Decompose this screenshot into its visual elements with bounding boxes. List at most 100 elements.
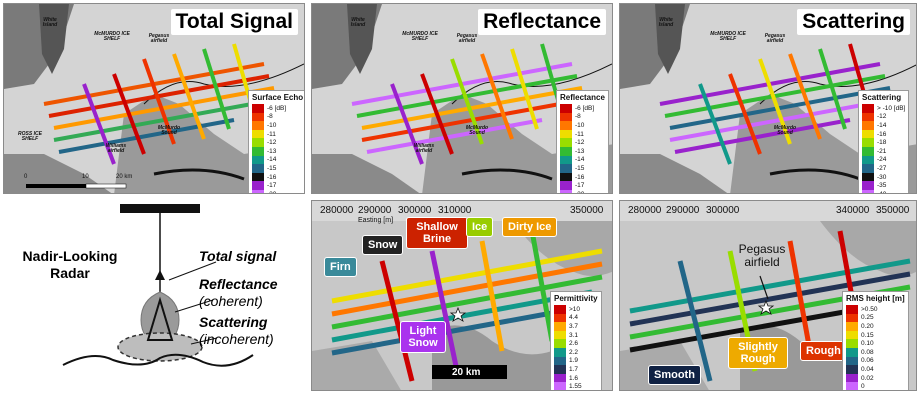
scattering-label: Scattering — [199, 314, 268, 330]
easting-label-300000: 300000 — [398, 205, 432, 216]
permittivity-panel: 280000 290000 300000 310000 350000 Easti… — [311, 200, 613, 391]
legend-label: -13 — [267, 147, 277, 155]
legend-row: -6 [dB] — [560, 104, 605, 113]
legend-row: -6 [dB] — [252, 104, 303, 113]
legend-label: -11 — [575, 130, 584, 138]
legend-swatch — [846, 339, 858, 348]
legend-label: -20 — [575, 191, 584, 193]
legend-label: -6 [dB] — [267, 104, 287, 112]
legend-row: -14 — [560, 155, 605, 165]
legend-label: -16 — [575, 173, 585, 181]
legend-swatch — [560, 189, 572, 193]
legend-swatch — [252, 146, 264, 156]
legend-swatch — [252, 138, 264, 147]
legend-row: >10 — [554, 305, 598, 314]
legend-label: -20 — [267, 191, 276, 193]
legend-row: 1.55 — [554, 382, 598, 391]
legend-label: 0.25 — [861, 314, 874, 322]
scale-label-20: 20 km — [116, 174, 133, 180]
legend-row: 1.7 — [554, 365, 598, 374]
legend-label: -16 — [267, 173, 277, 181]
nadir-title: Nadir-Looking Radar — [22, 248, 118, 281]
panel-title: Reflectance — [478, 9, 606, 35]
legend-row: 0.15 — [846, 330, 905, 340]
legend-row: -14 — [252, 155, 303, 165]
legend-label: -8 — [267, 113, 273, 121]
legend-swatch — [862, 129, 874, 139]
easting-label-350000: 350000 — [876, 205, 910, 216]
legend-label: -24 — [877, 156, 887, 164]
legend-swatch — [560, 138, 572, 147]
legend-swatch — [252, 121, 264, 130]
white-island-label: White Island — [350, 17, 366, 28]
williams-field-label: Williams airfield — [105, 143, 127, 154]
legend-swatch — [862, 155, 874, 165]
legend-label: -12 — [575, 139, 585, 147]
mcmurdo-sound-label: McMurdo Sound — [773, 125, 797, 136]
legend-label: -35 — [877, 182, 887, 190]
legend-label: >0.50 — [861, 305, 878, 313]
legend-label: -18 — [877, 139, 887, 147]
legend-label: 1.55 — [569, 383, 582, 391]
callout-smooth: Smooth — [648, 365, 701, 385]
legend-label: -27 — [877, 164, 887, 172]
legend-label: 0.15 — [861, 331, 874, 339]
easting-label-290000: 290000 — [358, 205, 392, 216]
legend-label: 0 — [861, 383, 865, 391]
legend-label: 0.10 — [861, 340, 874, 348]
legend-swatch — [862, 172, 874, 182]
legend-row: -16 — [560, 172, 605, 182]
legend-title: RMS height [m] — [846, 294, 905, 303]
legend-row: -27 — [862, 164, 905, 173]
mcmurdo-ice-shelf-label: McMURDO ICE SHELF — [94, 31, 130, 42]
reflectance-panel: Reflectance White Island McMURDO ICE SHE… — [311, 3, 613, 194]
legend-row: 0.20 — [846, 322, 905, 331]
legend-row: -24 — [862, 155, 905, 165]
scattering-tracks — [659, 43, 891, 165]
legend-row: -18 — [862, 138, 905, 147]
legend-swatch — [560, 146, 572, 156]
legend-swatch — [554, 347, 566, 357]
legend-title: Permittivity — [554, 294, 598, 303]
legend-swatch — [846, 322, 858, 331]
legend-label: -14 — [267, 156, 277, 164]
legend-label: 0.04 — [861, 365, 874, 373]
roughness-panel: 280000 290000 300000 340000 350000 Pegas… — [619, 200, 917, 391]
legend-row: -14 — [862, 121, 905, 130]
legend-row: > -10 [dB] — [862, 104, 905, 113]
legend-label: -17 — [575, 182, 585, 190]
legend-swatch — [252, 181, 264, 190]
legend-row: 0 — [846, 382, 905, 391]
legend-swatch — [846, 305, 858, 314]
legend-row: -16 — [862, 129, 905, 139]
scattering-panel: Scattering White Island McMURDO ICE SHEL… — [619, 3, 917, 194]
mcmurdo-ice-shelf-label: McMURDO ICE SHELF — [402, 31, 438, 42]
legend-label: -13 — [575, 147, 585, 155]
callout-dirty-ice: Dirty Ice — [502, 217, 558, 237]
legend-row: 0.04 — [846, 365, 905, 374]
scale-label-0: 0 — [24, 174, 28, 180]
mcmurdo-sound-label: McMurdo Sound — [465, 125, 489, 136]
legend-label: 1.7 — [569, 365, 579, 373]
legend-label: 0.06 — [861, 357, 874, 365]
legend-swatch — [554, 356, 566, 366]
legend-label: 3.1 — [569, 331, 579, 339]
legend: Surface Echo -6 [dB] -8 -10 -11 -12 -13 -14 -15… — [248, 90, 304, 193]
legend-label: -11 — [267, 130, 276, 138]
legend-row: -30 — [862, 172, 905, 182]
legend-row: 3.1 — [554, 330, 598, 340]
scale-label-10: 10 — [82, 174, 89, 180]
legend-label: -16 — [877, 130, 887, 138]
legend-swatch — [554, 322, 566, 331]
legend-row: -12 — [252, 138, 303, 147]
legend-label: 2.2 — [569, 348, 579, 356]
legend-swatch — [554, 365, 566, 374]
pegasus-small-label: Pegasus airfield — [764, 33, 786, 44]
legend-rows: > -10 [dB]-12-14-16-18-21-24-27-30-35-40 — [862, 104, 905, 193]
legend-row: -10 — [252, 121, 303, 130]
easting-label-350000: 350000 — [570, 205, 604, 216]
white-island-label: White Island — [658, 17, 674, 28]
legend-swatch — [560, 155, 572, 165]
legend-row: -20 — [252, 189, 303, 193]
legend-row: -8 — [252, 112, 303, 122]
